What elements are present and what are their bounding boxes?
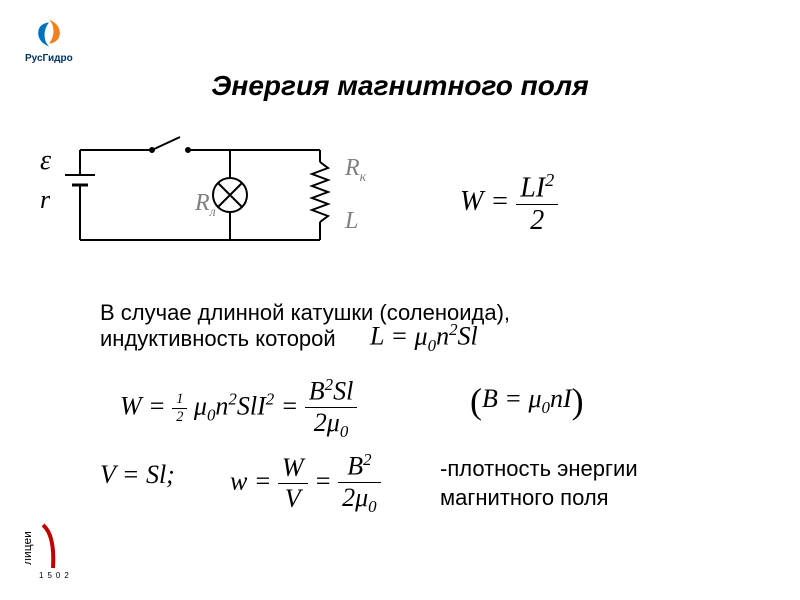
svg-text:1502: 1502: [39, 571, 73, 580]
logo-company-name: РусГидро: [25, 53, 73, 64]
footer-text: лицей: [25, 531, 34, 565]
density-label: -плотность энергии магнитного поля: [440, 455, 638, 512]
logo-icon: [31, 15, 67, 51]
rl-label: Rл: [195, 190, 216, 221]
footer-logo: лицей 1502: [25, 520, 95, 585]
formula-v: V = Sl;: [100, 460, 175, 490]
formula-l: L = μ0n2Sl: [370, 320, 478, 356]
formula-w-expanded: W = 1 2 μ0n2SlI2 = B2Sl 2μ0: [120, 375, 357, 442]
company-logo: РусГидро: [25, 15, 73, 64]
rk-label: Rк: [345, 155, 366, 186]
formula-b: (B = μ0nI): [470, 380, 584, 422]
l-label: L: [345, 208, 358, 235]
formula-w-main: W = LI2 2: [460, 170, 558, 237]
page-title: Энергия магнитного поля: [0, 70, 800, 102]
formula-w-density: w = W V = B2 2μ0: [230, 450, 381, 517]
